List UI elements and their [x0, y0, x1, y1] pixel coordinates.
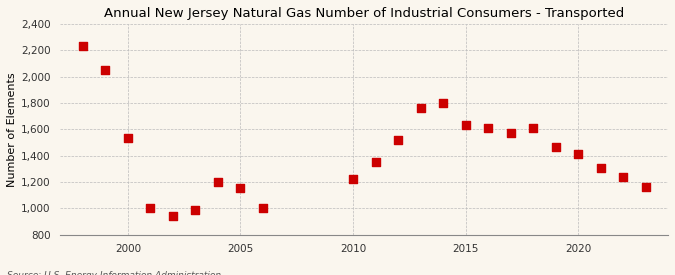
Point [145, 206, 156, 210]
Point [572, 152, 583, 156]
Title: Annual New Jersey Natural Gas Number of Industrial Consumers - Transported: Annual New Jersey Natural Gas Number of … [104, 7, 624, 20]
Point [618, 174, 628, 179]
Point [415, 106, 426, 110]
Point [123, 136, 134, 141]
Point [505, 130, 516, 135]
Point [437, 101, 448, 105]
Y-axis label: Number of Elements: Number of Elements [7, 72, 17, 186]
Point [528, 126, 539, 130]
Point [190, 207, 201, 212]
Point [100, 68, 111, 72]
Point [550, 145, 561, 149]
Point [393, 138, 404, 142]
Point [78, 44, 88, 48]
Point [640, 185, 651, 189]
Point [460, 122, 471, 127]
Point [348, 177, 358, 182]
Point [483, 126, 493, 130]
Point [258, 205, 269, 210]
Point [213, 180, 223, 184]
Point [235, 186, 246, 190]
Point [167, 214, 178, 218]
Point [370, 160, 381, 164]
Text: Source: U.S. Energy Information Administration: Source: U.S. Energy Information Administ… [7, 271, 221, 275]
Point [595, 166, 606, 170]
